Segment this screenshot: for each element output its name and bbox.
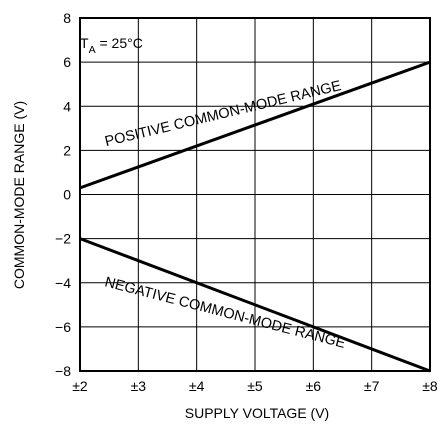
x-tick-label: ±4 <box>189 378 205 394</box>
y-tick-label: −8 <box>55 363 71 379</box>
x-tick-label: ±3 <box>131 378 147 394</box>
y-tick-label: −6 <box>55 319 71 335</box>
y-tick-label: 8 <box>63 10 71 26</box>
y-tick-label: 0 <box>63 187 71 203</box>
y-tick-labels: −8 −6 −4 −2 0 2 4 6 8 <box>55 10 71 379</box>
positive-range-line <box>79 60 431 190</box>
annotation-subscript: A <box>89 44 96 56</box>
annotation-prefix: T <box>80 35 89 51</box>
negative-range-line <box>79 237 431 373</box>
y-tick-label: 6 <box>63 54 71 70</box>
y-axis-label: COMMON-MODE RANGE (V) <box>11 101 27 289</box>
x-tick-label: ±5 <box>247 378 263 394</box>
x-axis-label: SUPPLY VOLTAGE (V) <box>185 405 329 421</box>
y-tick-label: 4 <box>63 98 71 114</box>
x-tick-label: ±8 <box>422 378 438 394</box>
annotation-suffix: = 25°C <box>96 35 143 51</box>
grid <box>79 17 431 372</box>
x-tick-label: ±6 <box>306 378 322 394</box>
temperature-annotation: TA = 25°C <box>80 35 143 56</box>
y-tick-label: −2 <box>55 231 71 247</box>
negative-series-label: NEGATIVE COMMON-MODE RANGE <box>103 274 347 352</box>
x-tick-labels: ±2 ±3 ±4 ±5 ±6 ±7 ±8 <box>72 378 438 394</box>
x-tick-label: ±2 <box>72 378 88 394</box>
x-tick-label: ±7 <box>364 378 380 394</box>
positive-series-label: POSITIVE COMMON-MODE RANGE <box>103 78 343 150</box>
y-tick-label: −4 <box>55 275 71 291</box>
plot-frame <box>79 17 431 372</box>
y-tick-label: 2 <box>63 142 71 158</box>
series-lines <box>79 60 431 373</box>
